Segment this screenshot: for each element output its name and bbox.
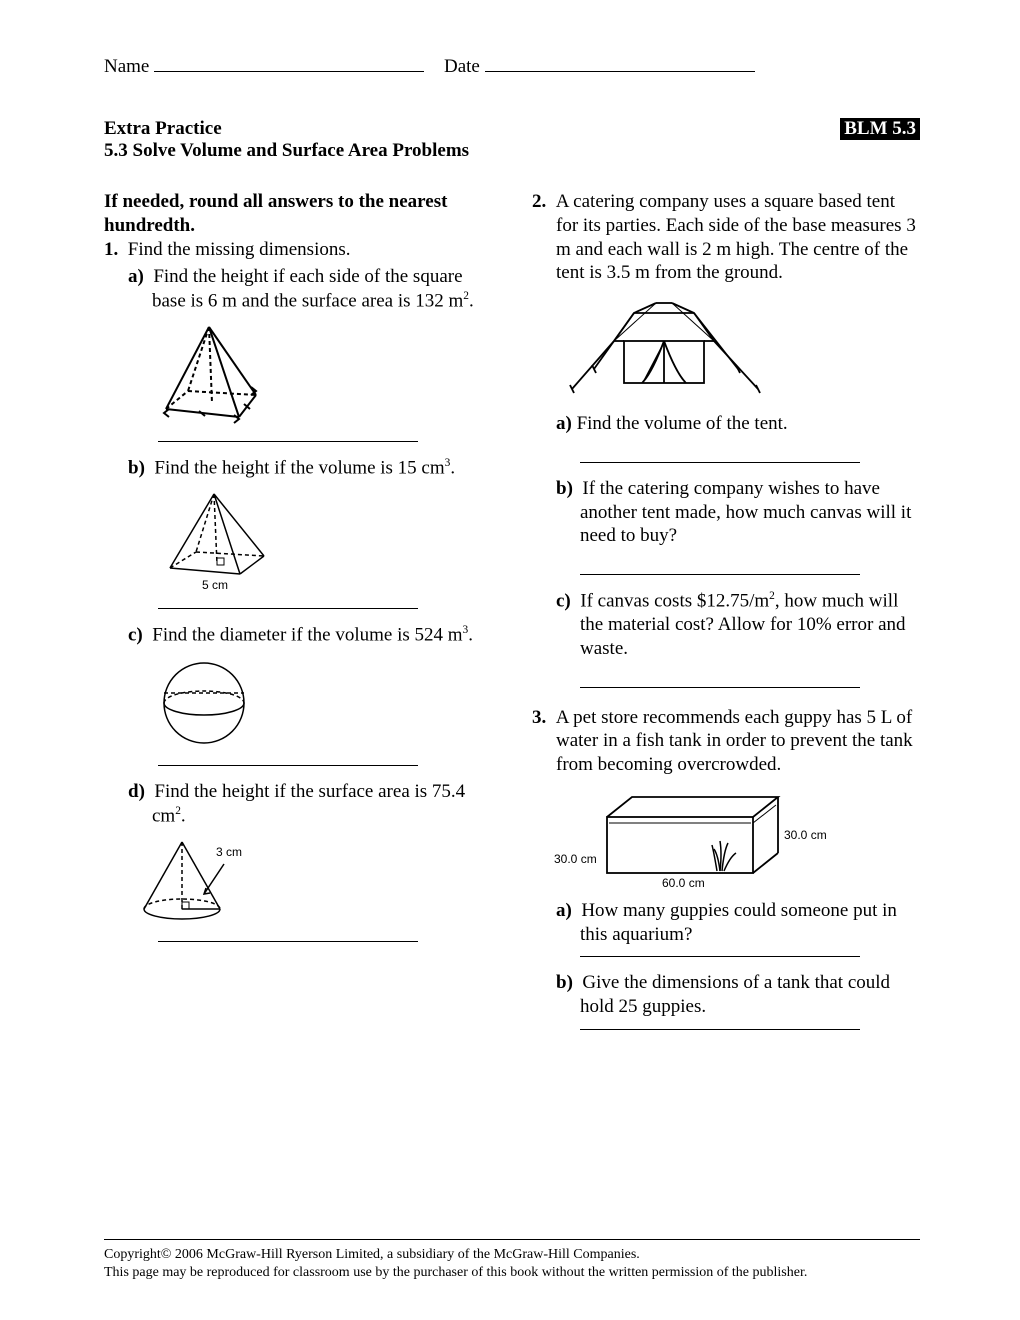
section-title: 5.3 Solve Volume and Surface Area Proble…	[104, 140, 469, 162]
q1c-period: .	[468, 624, 473, 645]
q3b-label: b)	[556, 972, 573, 993]
q1b-label: b)	[128, 457, 145, 478]
q1d-text: Find the height if the surface area is 7…	[152, 781, 465, 826]
q2-stem: A catering company uses a square based t…	[556, 191, 916, 283]
q3a-text: How many guppies could someone put in th…	[580, 900, 897, 945]
right-column: 2. A catering company uses a square base…	[532, 190, 920, 1044]
q1a-text: Find the height if each side of the squa…	[152, 266, 463, 311]
q2: 2. A catering company uses a square base…	[532, 190, 920, 285]
q3-stem: A pet store recommends each guppy has 5 …	[556, 707, 913, 776]
left-column: If needed, round all answers to the near…	[104, 190, 492, 1044]
q2a-text: Find the volume of the tent.	[577, 413, 788, 434]
aquarium-figure: 30.0 cm 30.0 cm 60.0 cm	[542, 783, 920, 893]
pyramid-figure-a	[144, 319, 492, 429]
q3a-label: a)	[556, 900, 572, 921]
q1b-period: .	[450, 457, 455, 478]
date-label: Date	[444, 56, 480, 77]
q3-width-label: 60.0 cm	[662, 876, 705, 890]
q1b-text: Find the height if the volume is 15 cm	[154, 457, 444, 478]
q2b-label: b)	[556, 478, 573, 499]
footer: Copyright© 2006 McGraw-Hill Ryerson Limi…	[104, 1239, 920, 1282]
q2b-answer-line[interactable]	[580, 572, 860, 575]
pyramid-figure-b: 5 cm	[144, 486, 492, 596]
q3b-answer-line[interactable]	[580, 1027, 860, 1030]
q1a-period: .	[469, 290, 474, 311]
q3b: b) Give the dimensions of a tank that co…	[532, 971, 920, 1019]
sphere-figure	[144, 653, 492, 753]
q3-height-label: 30.0 cm	[784, 828, 827, 842]
q1b: b) Find the height if the volume is 15 c…	[104, 456, 492, 480]
q3: 3. A pet store recommends each guppy has…	[532, 706, 920, 777]
q1a-answer-line[interactable]	[158, 439, 418, 442]
date-blank[interactable]	[485, 71, 755, 72]
q1a: a) Find the height if each side of the s…	[104, 265, 492, 313]
blm-badge: BLM 5.3	[840, 118, 920, 140]
q2c: c) If canvas costs $12.75/m2, how much w…	[532, 589, 920, 661]
q1d-period: .	[181, 805, 186, 826]
q3a-answer-line[interactable]	[580, 954, 860, 957]
q2a: a) Find the volume of the tent.	[532, 412, 920, 436]
title-block: Extra Practice 5.3 Solve Volume and Surf…	[104, 118, 469, 162]
q1a-label: a)	[128, 266, 144, 287]
q1c-label: c)	[128, 624, 143, 645]
q1d-answer-line[interactable]	[158, 939, 418, 942]
q1-number: 1.	[104, 239, 118, 260]
q1: 1. Find the missing dimensions.	[104, 238, 492, 262]
q3b-text: Give the dimensions of a tank that could…	[580, 972, 890, 1017]
q1b-answer-line[interactable]	[158, 606, 418, 609]
instructions: If needed, round all answers to the near…	[104, 190, 492, 238]
date-field: Date	[444, 56, 755, 78]
q2c-answer-line[interactable]	[580, 685, 860, 688]
q1-stem: Find the missing dimensions.	[128, 239, 351, 260]
header-line: Name Date	[104, 56, 920, 78]
tent-figure	[552, 291, 920, 406]
permission-line: This page may be reproduced for classroo…	[104, 1264, 920, 1282]
q1b-fig-label: 5 cm	[202, 578, 228, 592]
q1d-label: d)	[128, 781, 145, 802]
q2a-label: a)	[556, 413, 572, 434]
q1d-fig-label: 3 cm	[216, 845, 242, 859]
q2a-answer-line[interactable]	[580, 460, 860, 463]
q1c-text: Find the diameter if the volume is 524 m	[152, 624, 462, 645]
content-columns: If needed, round all answers to the near…	[104, 190, 920, 1044]
q1c-answer-line[interactable]	[158, 763, 418, 766]
name-field: Name	[104, 56, 434, 78]
q1c: c) Find the diameter if the volume is 52…	[104, 623, 492, 647]
q3-number: 3.	[532, 707, 546, 728]
q2-number: 2.	[532, 191, 546, 212]
worksheet-page: Name Date Extra Practice 5.3 Solve Volum…	[0, 0, 1020, 1320]
worksheet-title: Extra Practice	[104, 118, 469, 140]
q2b: b) If the catering company wishes to hav…	[532, 477, 920, 548]
name-blank[interactable]	[154, 71, 424, 72]
name-label: Name	[104, 56, 149, 77]
q3-depth-label: 30.0 cm	[554, 852, 597, 866]
q2c-label: c)	[556, 590, 571, 611]
q2c-pre: If canvas costs $12.75/m	[580, 590, 769, 611]
q2b-text: If the catering company wishes to have a…	[580, 478, 911, 547]
q3a: a) How many guppies could someone put in…	[532, 899, 920, 947]
q1d: d) Find the height if the surface area i…	[104, 780, 492, 828]
title-row: Extra Practice 5.3 Solve Volume and Surf…	[104, 118, 920, 162]
cone-figure: 3 cm	[124, 834, 492, 929]
copyright-line: Copyright© 2006 McGraw-Hill Ryerson Limi…	[104, 1246, 920, 1264]
